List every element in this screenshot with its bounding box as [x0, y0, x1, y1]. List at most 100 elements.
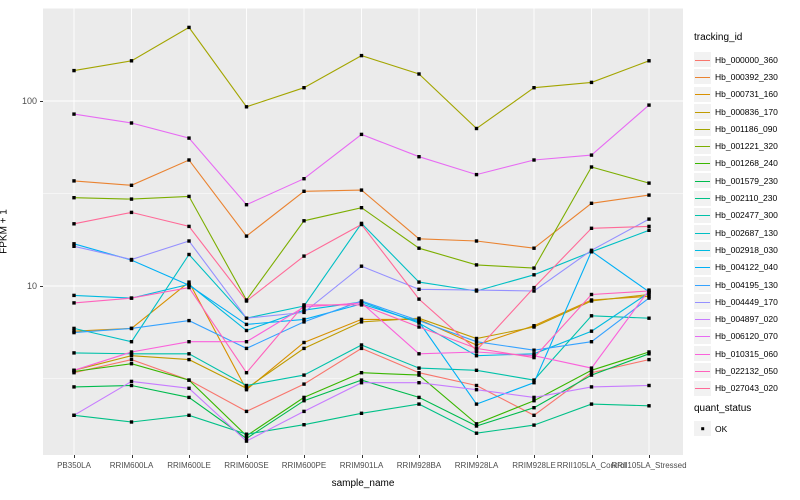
data-point: [647, 181, 651, 185]
data-point: [647, 292, 651, 297]
plot-canvas: [43, 8, 683, 455]
data-point: [589, 153, 594, 157]
data-point: [417, 318, 421, 323]
legend-item: Hb_000731_160: [694, 86, 778, 103]
data-point: [359, 299, 364, 303]
legend-item-label: Hb_001579_230: [715, 175, 778, 186]
data-point: [302, 254, 306, 258]
legend-item: Hb_001186_090: [694, 120, 778, 137]
data-point: [417, 373, 421, 377]
legend-key-line-icon: [695, 267, 710, 269]
data-point: [72, 301, 76, 305]
data-point: [417, 72, 421, 76]
legend-items-tracking-id: Hb_000000_360 Hb_000392_230 Hb_000731_160 H…: [694, 51, 778, 397]
data-point: [474, 383, 479, 388]
data-point: [589, 366, 594, 370]
data-point: [417, 352, 421, 356]
data-point: [72, 368, 76, 372]
data-point: [187, 395, 191, 400]
legend-item: Hb_000000_360: [694, 51, 778, 68]
data-point: [187, 283, 191, 287]
legend-item: Hb_006120_070: [694, 328, 778, 345]
data-point: [359, 206, 364, 210]
data-point: [302, 317, 306, 322]
data-point: [187, 340, 191, 344]
data-point: [589, 329, 594, 333]
data-point: [244, 328, 249, 333]
data-point: [302, 320, 306, 324]
legend-item: Hb_022132_050: [694, 362, 778, 379]
data-point: [244, 409, 249, 414]
x-tick-label: PB350LA: [57, 461, 91, 470]
legend-key-line-icon: [695, 59, 710, 61]
data-point: [129, 352, 134, 356]
legend-item-label: Hb_002477_300: [715, 210, 778, 221]
legend-item-label: Hb_004897_020: [715, 314, 778, 325]
data-point: [532, 325, 536, 329]
data-point: [474, 239, 479, 243]
data-point: [359, 303, 364, 307]
plot-panel: [43, 8, 683, 455]
data-point: [187, 252, 191, 257]
data-point: [647, 103, 651, 107]
legend-key: [694, 294, 711, 310]
legend-key: [694, 86, 711, 102]
legend-item: Hb_004897_020: [694, 310, 778, 327]
legend-key: [694, 155, 711, 171]
data-point: [72, 351, 76, 355]
legend-item-label: Hb_006120_070: [715, 331, 778, 342]
data-point: [532, 381, 536, 385]
data-point: [474, 424, 479, 428]
legend-key: [694, 259, 711, 275]
data-point: [129, 420, 134, 424]
legend-item-label: Hb_000000_360: [715, 54, 778, 65]
legend-item: Hb_001579_230: [694, 172, 778, 189]
data-point: [187, 239, 191, 243]
data-point: [359, 411, 364, 415]
data-point: [589, 165, 594, 169]
data-point: [474, 126, 479, 131]
data-point: [589, 292, 594, 297]
data-point: [244, 322, 249, 327]
data-point: [532, 348, 536, 352]
legend-item: OK: [694, 420, 727, 437]
data-point: [244, 316, 249, 320]
legend-items-quant-status: OK: [694, 420, 727, 437]
data-point: [417, 280, 421, 284]
data-point: [359, 188, 364, 192]
data-point: [302, 303, 306, 307]
data-point: [647, 357, 651, 362]
data-point: [302, 177, 306, 181]
legend-item: Hb_004122_040: [694, 259, 778, 276]
data-point: [647, 294, 651, 298]
data-point: [129, 326, 134, 331]
data-point: [359, 320, 364, 324]
data-point: [532, 86, 536, 90]
data-point: [589, 371, 594, 375]
data-point: [532, 413, 536, 417]
data-point: [359, 301, 364, 305]
data-point: [129, 257, 134, 262]
data-point: [647, 289, 651, 293]
data-point: [532, 378, 536, 382]
data-point: [129, 357, 134, 362]
data-point: [187, 378, 191, 382]
data-point: [417, 316, 421, 320]
x-tick-mark: [591, 455, 593, 458]
legend-key: [694, 121, 711, 137]
data-point: [417, 287, 421, 291]
data-point: [474, 368, 479, 372]
data-point: [129, 183, 134, 187]
data-point: [474, 354, 479, 358]
legend-item-label: Hb_000392_230: [715, 71, 778, 82]
x-tick-label: RRII105LA_Stressed: [611, 461, 687, 470]
data-point: [474, 348, 479, 352]
legend-item: Hb_000836_170: [694, 103, 778, 120]
data-point: [474, 388, 479, 392]
data-point: [647, 193, 651, 197]
data-point: [129, 121, 134, 125]
data-point: [417, 237, 421, 241]
data-point: [532, 246, 536, 250]
data-point: [417, 246, 421, 250]
data-point: [72, 385, 76, 389]
